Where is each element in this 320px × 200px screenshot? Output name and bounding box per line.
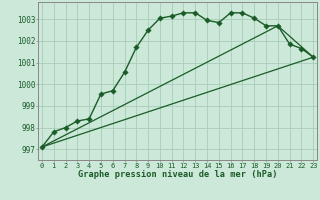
X-axis label: Graphe pression niveau de la mer (hPa): Graphe pression niveau de la mer (hPa) bbox=[78, 170, 277, 179]
